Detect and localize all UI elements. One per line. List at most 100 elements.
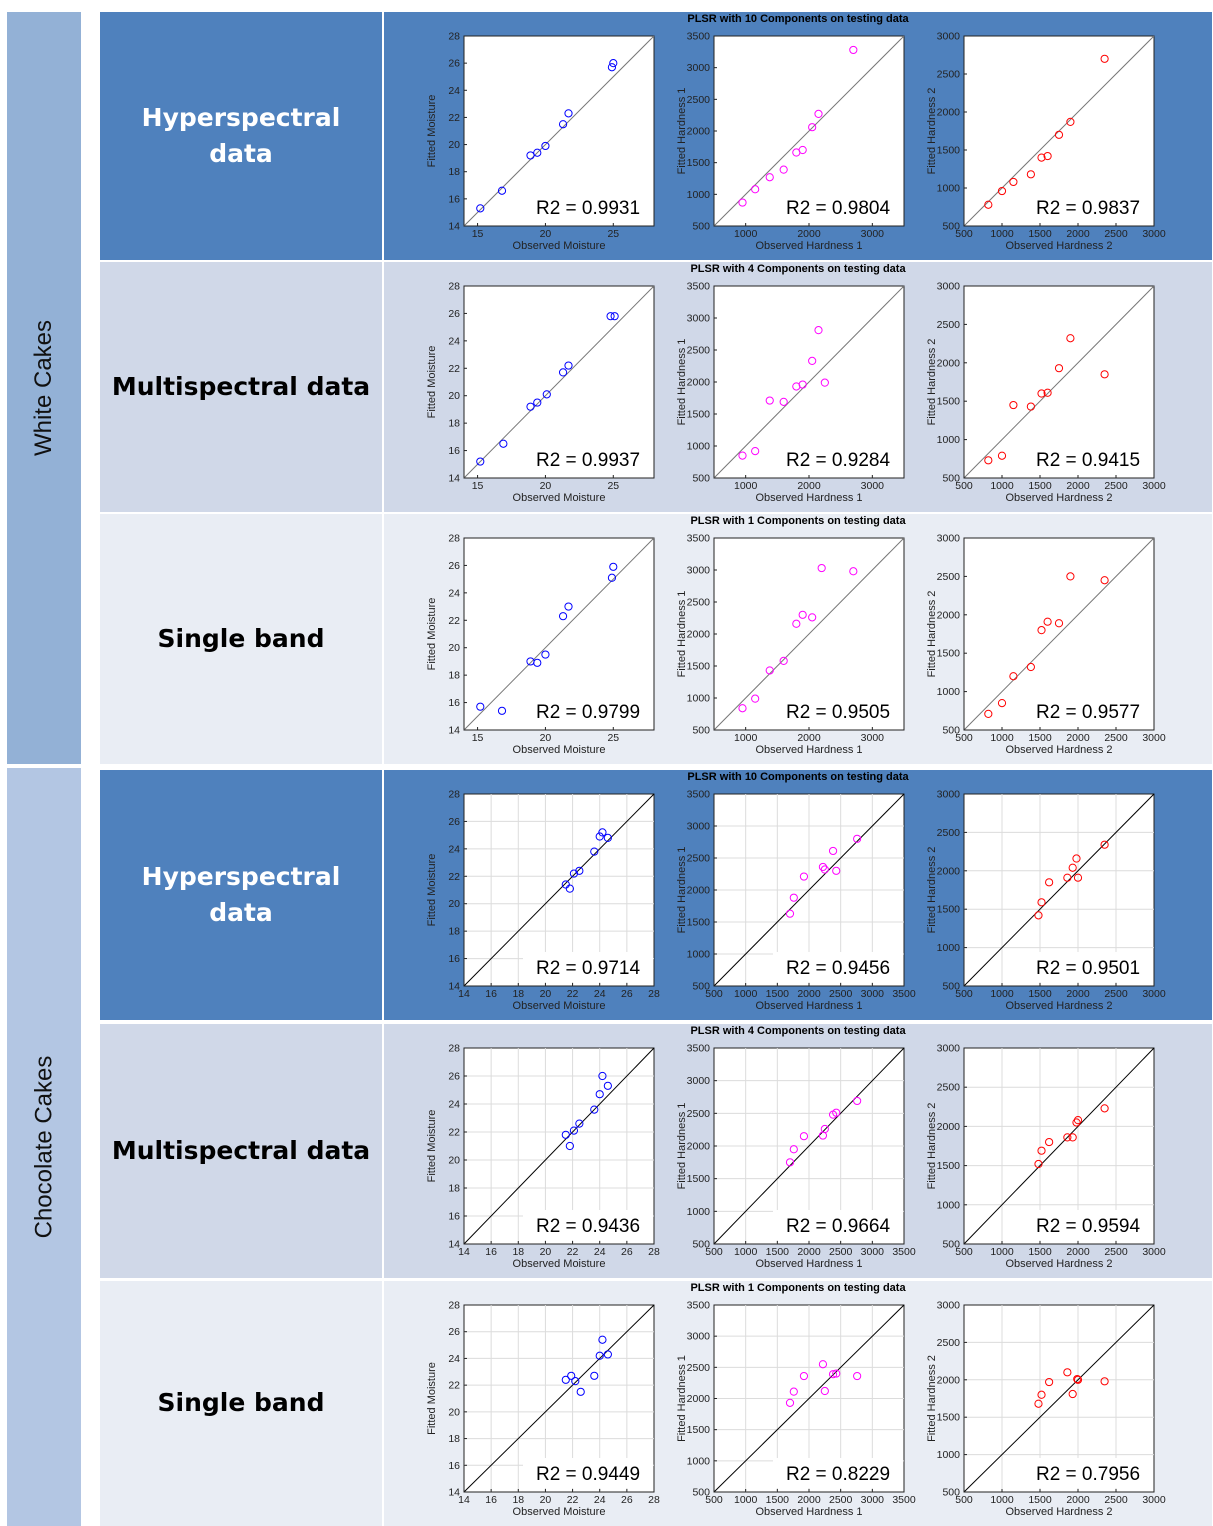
data-point <box>609 562 618 571</box>
data-point <box>1054 364 1064 373</box>
y-tick-label: 3000 <box>687 313 711 325</box>
x-tick-label: 2500 <box>1104 228 1128 240</box>
y-tick-label: 24 <box>448 85 460 97</box>
x-tick-label: 1500 <box>1028 228 1052 240</box>
y-tick-label: 2000 <box>937 1374 961 1386</box>
y-tick-label: 14 <box>448 473 460 485</box>
scatter-plot: 1000 2000 3000 500 1000 1500 2000 2500 3000 3500 O… <box>676 31 905 252</box>
data-point <box>565 884 574 893</box>
y-tick-label: 2000 <box>687 126 711 138</box>
y-tick-label: 1000 <box>687 1206 711 1218</box>
x-tick-label: 500 <box>955 228 973 240</box>
data-point <box>1026 402 1035 411</box>
x-tick-label: 20 <box>540 480 552 492</box>
y-tick-label: 2500 <box>687 597 711 609</box>
data-point <box>1034 1159 1043 1169</box>
x-tick-label: 24 <box>594 1246 606 1258</box>
scatter-plot: 14 16 18 20 22 24 26 28 14 16 18 20 22 24 26 28 Observed… <box>426 1043 660 1271</box>
data-point <box>565 1141 574 1151</box>
x-tick-label: 2500 <box>1104 988 1128 1000</box>
data-point <box>1072 1118 1081 1127</box>
y-tick-label: 2000 <box>937 865 961 877</box>
identity-line <box>713 1047 905 1245</box>
y-tick-label: 22 <box>448 1127 460 1139</box>
data-point <box>542 390 551 399</box>
y-tick-label: 18 <box>448 166 460 178</box>
x-axis-label: Observed Moisture <box>513 492 606 504</box>
y-tick-label: 14 <box>448 725 460 737</box>
y-tick-label: 2000 <box>687 1141 711 1153</box>
y-tick-label: 16 <box>448 193 460 205</box>
y-tick-label: 2000 <box>687 377 711 389</box>
y-tick-label: 2500 <box>937 827 961 839</box>
y-tick-label: 20 <box>448 390 460 402</box>
y-tick-label: 500 <box>692 473 710 485</box>
x-tick-label: 16 <box>485 1246 497 1258</box>
y-tick-label: 2500 <box>937 571 961 583</box>
x-tick-label: 500 <box>955 480 973 492</box>
x-axis-label: Observed Hardness 2 <box>1006 1000 1113 1012</box>
data-point <box>1043 388 1052 397</box>
y-tick-label: 500 <box>942 221 960 233</box>
y-tick-label: 500 <box>692 1487 710 1499</box>
r2-value: R2 = 0.9577 <box>1036 702 1140 723</box>
x-tick-label: 2000 <box>797 228 821 240</box>
y-tick-label: 22 <box>448 615 460 627</box>
x-tick-label: 20 <box>540 732 552 744</box>
data-point <box>789 1387 798 1396</box>
data-point <box>1073 1116 1083 1125</box>
y-tick-label: 3000 <box>937 31 961 43</box>
x-tick-label: 3000 <box>1142 1246 1166 1258</box>
r2-box <box>523 1210 653 1240</box>
r2-value: R2 = 0.9505 <box>786 702 890 723</box>
result-row: Multispectral data PLSR with 4 Components… <box>100 262 1212 512</box>
data-point <box>598 1071 607 1081</box>
data-point <box>541 650 550 659</box>
y-tick-label: 1000 <box>937 686 961 698</box>
identity-line <box>463 1304 655 1493</box>
data-point <box>765 173 774 182</box>
data-point <box>1073 1374 1082 1384</box>
y-tick-label: 1500 <box>687 917 711 929</box>
y-tick-label: 500 <box>942 473 960 485</box>
data-point <box>792 619 801 628</box>
x-tick-label: 18 <box>512 1494 524 1506</box>
y-axis-label: Fitted Hardness 1 <box>676 1355 688 1442</box>
y-tick-label: 1000 <box>937 434 961 446</box>
y-tick-label: 1500 <box>937 1412 961 1424</box>
data-point <box>789 1145 798 1154</box>
x-tick-label: 14 <box>458 1494 470 1506</box>
data-point <box>610 312 619 321</box>
x-tick-label: 2500 <box>829 1246 853 1258</box>
x-tick-label: 500 <box>705 1246 723 1258</box>
x-tick-label: 1000 <box>734 480 758 492</box>
x-tick-label: 25 <box>607 480 619 492</box>
data-point <box>997 186 1007 196</box>
y-tick-label: 3000 <box>937 533 961 545</box>
x-tick-label: 1500 <box>766 988 790 1000</box>
data-point <box>751 447 760 456</box>
identity-line <box>713 35 905 227</box>
x-axis-label: Observed Hardness 2 <box>1006 1258 1113 1270</box>
y-tick-label: 18 <box>448 670 460 682</box>
x-tick-label: 2000 <box>797 1494 821 1506</box>
y-tick-label: 24 <box>448 587 460 599</box>
x-tick-label: 1000 <box>734 732 758 744</box>
y-tick-label: 2500 <box>937 319 961 331</box>
y-tick-label: 3500 <box>687 789 711 801</box>
identity-line <box>713 285 905 479</box>
x-tick-label: 28 <box>648 1246 660 1258</box>
y-tick-label: 18 <box>448 1433 460 1445</box>
scatter-plot: 500 1000 1500 2000 2500 3000 3500 500 1000 1500 20… <box>676 789 916 1013</box>
r2-box <box>523 444 653 474</box>
data-point <box>818 1360 828 1369</box>
data-point <box>497 706 507 715</box>
x-tick-label: 14 <box>458 988 470 1000</box>
data-point <box>561 1375 570 1384</box>
y-tick-label: 1500 <box>937 145 961 157</box>
y-tick-label: 28 <box>448 1300 460 1312</box>
data-point <box>1037 626 1046 635</box>
data-point <box>590 847 599 856</box>
data-point <box>984 709 993 718</box>
y-tick-label: 1000 <box>687 189 711 201</box>
